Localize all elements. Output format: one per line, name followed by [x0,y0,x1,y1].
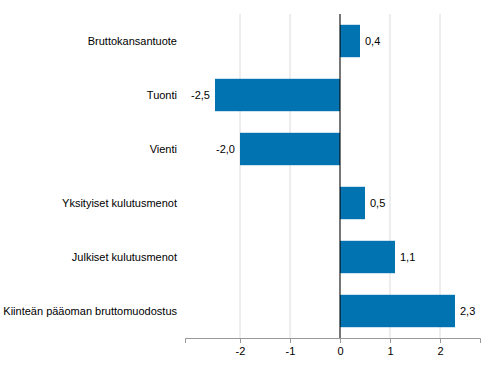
tick-mark [440,338,441,343]
tick: 2 [437,338,443,357]
tick-label: 0 [337,345,343,357]
data-label: -2,0 [216,143,235,155]
data-label: 0,4 [365,35,380,47]
bars [215,25,455,327]
tick: Bruttokansantuote [88,35,177,47]
grid-line [340,14,341,338]
bar [340,241,395,273]
grid-line [440,14,441,338]
tick: Kiinteän pääoman bruttomuodostus [3,305,177,317]
bar [340,25,360,57]
y-axis: Bruttokansantuote Tuonti Vienti Yksityiset … [3,35,177,317]
tick: Tuonti [147,89,177,101]
data-label: 2,3 [460,305,475,317]
tick: Yksityiset kulutusmenot [62,197,177,209]
grid [240,14,440,338]
grid-line [240,14,241,338]
tick-label: 1 [387,345,393,357]
tick-label: 2 [437,345,443,357]
tick-mark [290,338,291,343]
chart: -2 -1 0 1 2 Bruttokansantuote Tuonti Vienti Yksi… [0,0,491,378]
data-label: 1,1 [400,251,415,263]
bar [340,295,455,327]
tick: -1 [286,338,296,357]
zero-line [340,14,341,338]
tick-mark [390,338,391,343]
data-labels: 0,4 -2,5 -2,0 0,5 1,1 2,3 [191,35,475,317]
bar [240,133,340,165]
category-label: Julkiset kulutusmenot [72,251,177,263]
plot: -2 -1 0 1 2 Bruttokansantuote Tuonti Vienti Yksi… [3,14,480,357]
x-axis-line [186,339,481,344]
tick-mark [340,338,341,343]
category-label: Tuonti [147,89,177,101]
tick: 0 [337,338,343,357]
data-label: -2,5 [191,89,210,101]
category-label: Yksityiset kulutusmenot [62,197,177,209]
data-label: 0,5 [370,197,385,209]
grid-line [390,14,391,338]
category-label: Kiinteän pääoman bruttomuodostus [3,305,177,317]
tick-label: -1 [286,345,296,357]
bar [215,79,340,111]
category-label: Vienti [150,143,177,155]
bar [340,187,365,219]
grid-line [290,14,291,338]
tick: Vienti [150,143,177,155]
tick-mark [240,338,241,343]
tick: 1 [387,338,393,357]
tick: -2 [236,338,246,357]
x-axis: -2 -1 0 1 2 [186,338,481,357]
category-label: Bruttokansantuote [88,35,177,47]
tick: Julkiset kulutusmenot [72,251,177,263]
tick-label: -2 [236,345,246,357]
